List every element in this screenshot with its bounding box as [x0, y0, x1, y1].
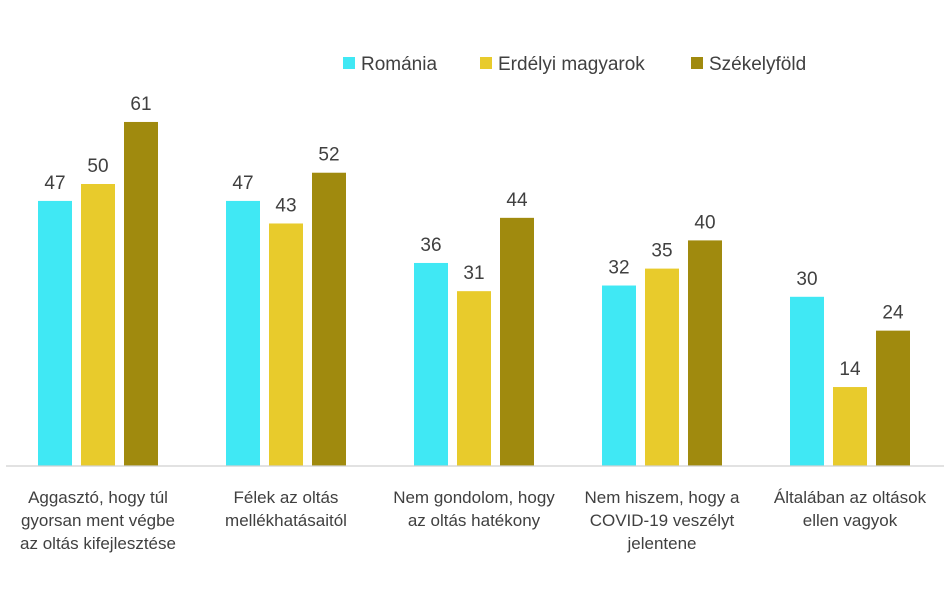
- category-label-3: Nem gondolom, hogy az oltás hatékony: [393, 488, 555, 530]
- value-label-5-series-2: 14: [839, 359, 861, 380]
- category-labels: Aggasztó, hogy túl gyorsan ment végbe az o…: [20, 488, 927, 553]
- bar-5-series-2: [833, 387, 867, 466]
- value-label-2-series-3: 52: [318, 145, 339, 166]
- value-label-5-series-3: 24: [882, 303, 904, 324]
- legend-label-2: Erdélyi magyarok: [498, 54, 645, 75]
- bar-4-series-1: [602, 286, 636, 466]
- bar-3-series-1: [414, 263, 448, 466]
- legend-label-1: Románia: [361, 54, 437, 75]
- bar-1-series-3: [124, 122, 158, 466]
- bar-1-series-2: [81, 184, 115, 466]
- bar-5-series-3: [876, 331, 910, 466]
- value-label-1-series-3: 61: [130, 94, 151, 115]
- value-label-1-series-2: 50: [87, 156, 108, 177]
- legend-swatch-1: [343, 57, 355, 69]
- legend-label-3: Székelyföld: [709, 54, 806, 75]
- category-label-4: Nem hiszem, hogy a COVID-19 veszélyt jelen…: [585, 488, 740, 553]
- bar-2-series-3: [312, 173, 346, 466]
- value-label-4-series-3: 40: [694, 212, 715, 233]
- bar-3-series-2: [457, 291, 491, 466]
- bar-3-series-3: [500, 218, 534, 466]
- bar-5-series-1: [790, 297, 824, 466]
- value-label-2-series-1: 47: [232, 173, 253, 194]
- legend-swatch-3: [691, 57, 703, 69]
- value-label-2-series-2: 43: [275, 195, 296, 216]
- category-label-1: Aggasztó, hogy túl gyorsan ment végbe az o…: [20, 488, 176, 553]
- bar-4-series-2: [645, 269, 679, 466]
- value-label-4-series-2: 35: [651, 241, 672, 262]
- value-label-4-series-1: 32: [608, 258, 629, 279]
- bar-2-series-2: [269, 223, 303, 466]
- bar-4-series-3: [688, 240, 722, 466]
- category-label-2: Félek az oltás mellékhatásaitól: [225, 488, 347, 530]
- value-label-3-series-1: 36: [420, 235, 441, 256]
- bars: [38, 122, 910, 466]
- bar-2-series-1: [226, 201, 260, 466]
- legend: Románia Erdélyi magyarok Székelyföld: [343, 54, 806, 75]
- value-label-1-series-1: 47: [44, 173, 65, 194]
- bar-1-series-1: [38, 201, 72, 466]
- legend-swatch-2: [480, 57, 492, 69]
- value-label-3-series-3: 44: [506, 190, 528, 211]
- category-label-5: Általában az oltások ellen vagyok: [774, 488, 927, 530]
- value-label-3-series-2: 31: [463, 263, 484, 284]
- value-label-5-series-1: 30: [796, 269, 817, 290]
